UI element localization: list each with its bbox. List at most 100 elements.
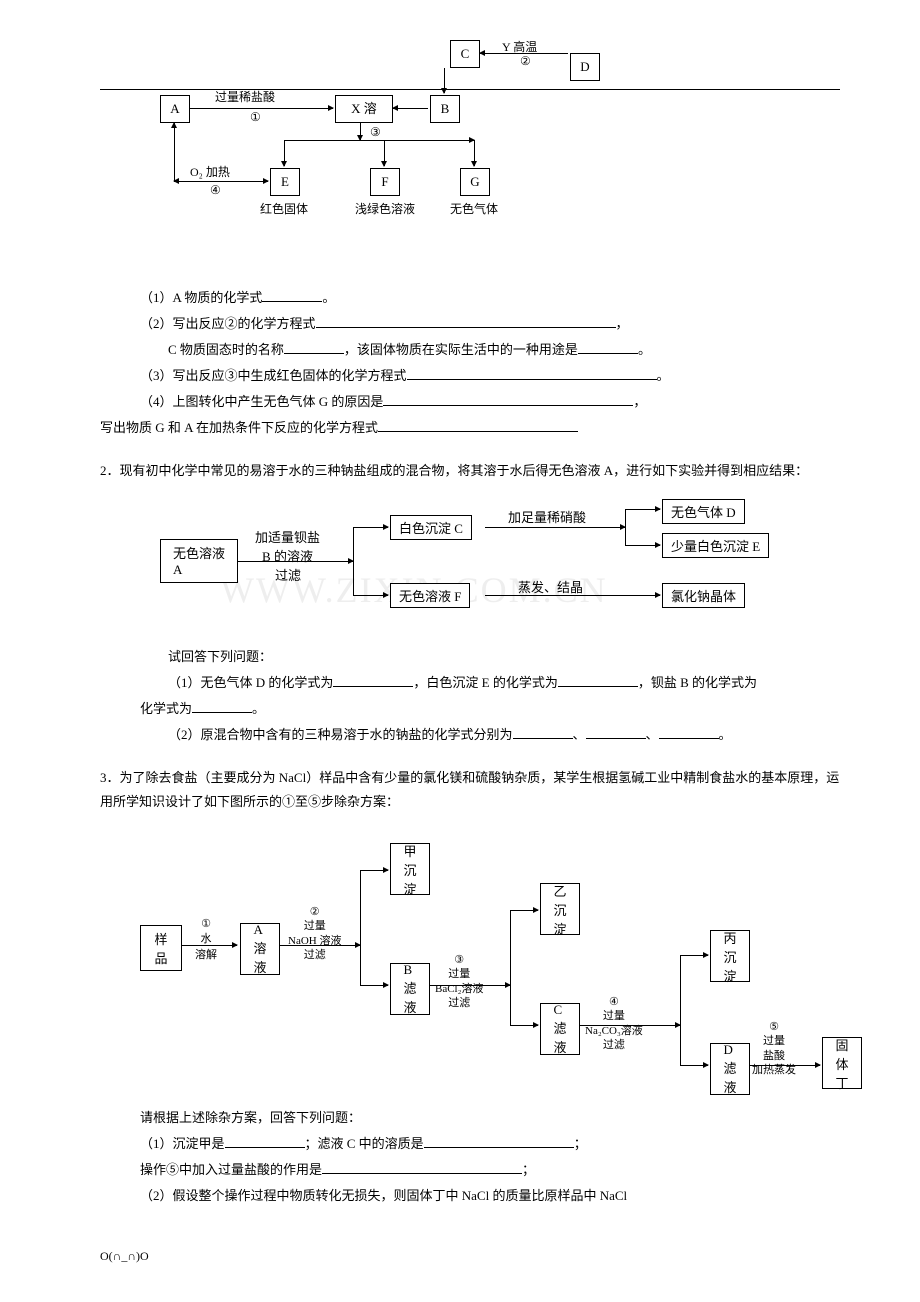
f3-bing: 丙 沉 淀 xyxy=(710,930,750,982)
q3-l1c: ； xyxy=(574,1136,587,1151)
f2-colorless-a: 无色溶液 A xyxy=(160,539,238,583)
q2-ans-intro: 试回答下列问题： xyxy=(140,644,840,670)
f2-arr3 xyxy=(485,595,660,596)
box-a: A xyxy=(160,95,190,123)
label-circ4: ④ xyxy=(210,183,221,198)
f3-a4b xyxy=(680,1065,708,1066)
arrow-a-x xyxy=(190,108,333,109)
f3-c: C 滤 液 xyxy=(540,1003,580,1055)
f2-arr-up xyxy=(353,527,388,528)
q2-l2d: 。 xyxy=(719,727,732,742)
arrow-to-g xyxy=(474,140,475,166)
f3-s2 xyxy=(360,870,361,985)
q1-l6a: 写出物质 G 和 A 在加热条件下反应的化学方程式 xyxy=(100,420,378,435)
q1-l3c: 。 xyxy=(638,342,651,357)
q3-l1a: （1）沉淀甲是 xyxy=(140,1136,225,1151)
f2-arr2b xyxy=(625,545,660,546)
q1-l3a: C 物质固态时的名称 xyxy=(168,342,284,357)
f3-s4 xyxy=(680,955,681,1065)
box-x: X 溶 xyxy=(335,95,393,123)
f2-split2 xyxy=(625,509,626,545)
f3-ding: 固 体 丁 xyxy=(822,1037,862,1089)
q2-l1c: ，钡盐 B 的化学式为 xyxy=(638,675,757,690)
f2-arr2 xyxy=(485,527,625,528)
q1-l3b: ，该固体物质在实际生活中的一种用途是 xyxy=(344,342,578,357)
f3-step5: ⑤ 过量 盐酸 加热蒸发 xyxy=(752,1020,796,1077)
f3-step1: ① 水 溶解 xyxy=(195,917,217,962)
box-e: E xyxy=(270,168,300,196)
f3-a3a xyxy=(510,910,538,911)
f3-a1 xyxy=(182,945,237,946)
f2-nacl: 氯化钠晶体 xyxy=(662,583,745,608)
label-circ1: ① xyxy=(250,110,261,125)
f2-split xyxy=(353,527,354,595)
f3-d: D 滤 液 xyxy=(710,1043,750,1095)
line-3-h xyxy=(284,140,474,141)
box-f: F xyxy=(370,168,400,196)
f3-jia: 甲 沉 淀 xyxy=(390,843,430,895)
box-b: B xyxy=(430,95,460,123)
box-g: G xyxy=(460,168,490,196)
f3-a5 xyxy=(750,1065,820,1066)
q1-l1a: （1）A 物质的化学式 xyxy=(140,290,262,305)
f3-a4 xyxy=(580,1025,680,1026)
q2-l2b: 、 xyxy=(573,727,586,742)
q2-intro: 2．现有初中化学中常见的易溶于水的三种钠盐组成的混合物，将其溶于水后得无色溶液 … xyxy=(100,459,840,484)
q3-intro: 3．为了除去食盐（主要成分为 NaCl）样品中含有少量的氯化镁和硫酸钠杂质，某学… xyxy=(100,766,840,815)
arrow-c-b xyxy=(444,68,445,93)
f3-yi: 乙 沉 淀 xyxy=(540,883,580,935)
f3-a2 xyxy=(280,945,360,946)
label-hcl: 过量稀盐酸 xyxy=(215,88,275,105)
figure-3: 样 品 ① 水 溶解 A 溶 液 ② 过量 NaOH 溶液 过滤 甲 沉 淀 B… xyxy=(140,825,840,1095)
f3-step3: ③ 过量 BaCl₂溶液 过滤 xyxy=(435,953,483,1010)
f2-colorless-d: 无色气体 D xyxy=(662,499,745,524)
f2-arr-dn xyxy=(353,595,388,596)
figure-2: WWW.ZIXIN.COM.CN 无色溶液 A 加适量钡盐 B 的溶液 过滤 白… xyxy=(160,499,840,629)
q2-l1d: 。 xyxy=(252,701,265,716)
arrow-e-a-h2 xyxy=(174,181,268,182)
f2-white-c: 白色沉淀 C xyxy=(390,515,472,540)
q1-l5b: ， xyxy=(633,394,646,409)
label-high-temp: Y 高温 xyxy=(502,38,537,55)
q1-text: （1）A 物质的化学式。 （2）写出反应②的化学方程式， C 物质固态时的名称，… xyxy=(140,285,840,441)
q1-l1b: 。 xyxy=(322,290,335,305)
f2-add-hno3: 加足量稀硝酸 xyxy=(508,507,586,526)
q1-l5a: （4）上图转化中产生无色气体 G 的原因是 xyxy=(140,394,383,409)
label-circ2: ② xyxy=(520,54,531,69)
arrow-to-f xyxy=(384,140,385,166)
q1-l4a: （3）写出反应③中生成红色固体的化学方程式 xyxy=(140,368,407,383)
f3-a2b xyxy=(360,985,388,986)
f3-a3 xyxy=(430,985,510,986)
box-d: D xyxy=(570,53,600,81)
q2-l1a: （1）无色气体 D 的化学式为 xyxy=(168,675,333,690)
label-colorless-gas: 无色气体 xyxy=(450,200,498,217)
label-circ3: ③ xyxy=(370,125,381,140)
f3-a3b xyxy=(510,1025,538,1026)
q1-l2a: （2）写出反应②的化学方程式 xyxy=(140,316,316,331)
q3-answers: 请根据上述除杂方案，回答下列问题： （1）沉淀甲是；滤液 C 中的溶质是； 操作… xyxy=(140,1105,840,1209)
figure-1: A X 溶 B C D E F G 过量稀盐酸 ① Y 高温 ② ③ O₂ 加热… xyxy=(160,40,840,230)
q3-intro-text: 3．为了除去食盐（主要成分为 NaCl）样品中含有少量的氯化镁和硫酸钠杂质，某学… xyxy=(100,770,839,810)
f2-colorless-f: 无色溶液 F xyxy=(390,583,470,608)
q1-l4b: 。 xyxy=(657,368,670,383)
label-red-solid: 红色固体 xyxy=(260,200,308,217)
arrow-b-x xyxy=(393,108,428,109)
f2-few-white-e: 少量白色沉淀 E xyxy=(662,533,769,558)
box-c: C xyxy=(450,40,480,68)
q3-l1b: ；滤液 C 中的溶质是 xyxy=(305,1136,424,1151)
q2-l1b: ，白色沉淀 E 的化学式为 xyxy=(413,675,557,690)
f2-evap: 蒸发、结晶 xyxy=(518,577,583,596)
q1-l2b: ， xyxy=(616,316,629,331)
arrow-e-a-v xyxy=(174,123,175,181)
footer: O(∩_∩)O xyxy=(100,1249,840,1264)
f2-add-ba: 加适量钡盐 B 的溶液 xyxy=(255,527,320,565)
q3-ans-intro: 请根据上述除杂方案，回答下列问题： xyxy=(140,1105,840,1131)
label-light-green: 浅绿色溶液 xyxy=(355,200,415,217)
q2-l2a: （2）原混合物中含有的三种易溶于水的钠盐的化学式分别为 xyxy=(168,727,513,742)
q3-l3: （2）假设整个操作过程中物质转化无损失，则固体丁中 NaCl 的质量比原样品中 … xyxy=(140,1183,840,1209)
q3-l2b: ； xyxy=(522,1162,535,1177)
q2-l2c: 、 xyxy=(646,727,659,742)
f3-step4: ④ 过量 Na₂CO₃溶液 过滤 xyxy=(585,995,643,1052)
f3-s3 xyxy=(510,910,511,1025)
f3-sample: 样 品 xyxy=(140,925,182,971)
